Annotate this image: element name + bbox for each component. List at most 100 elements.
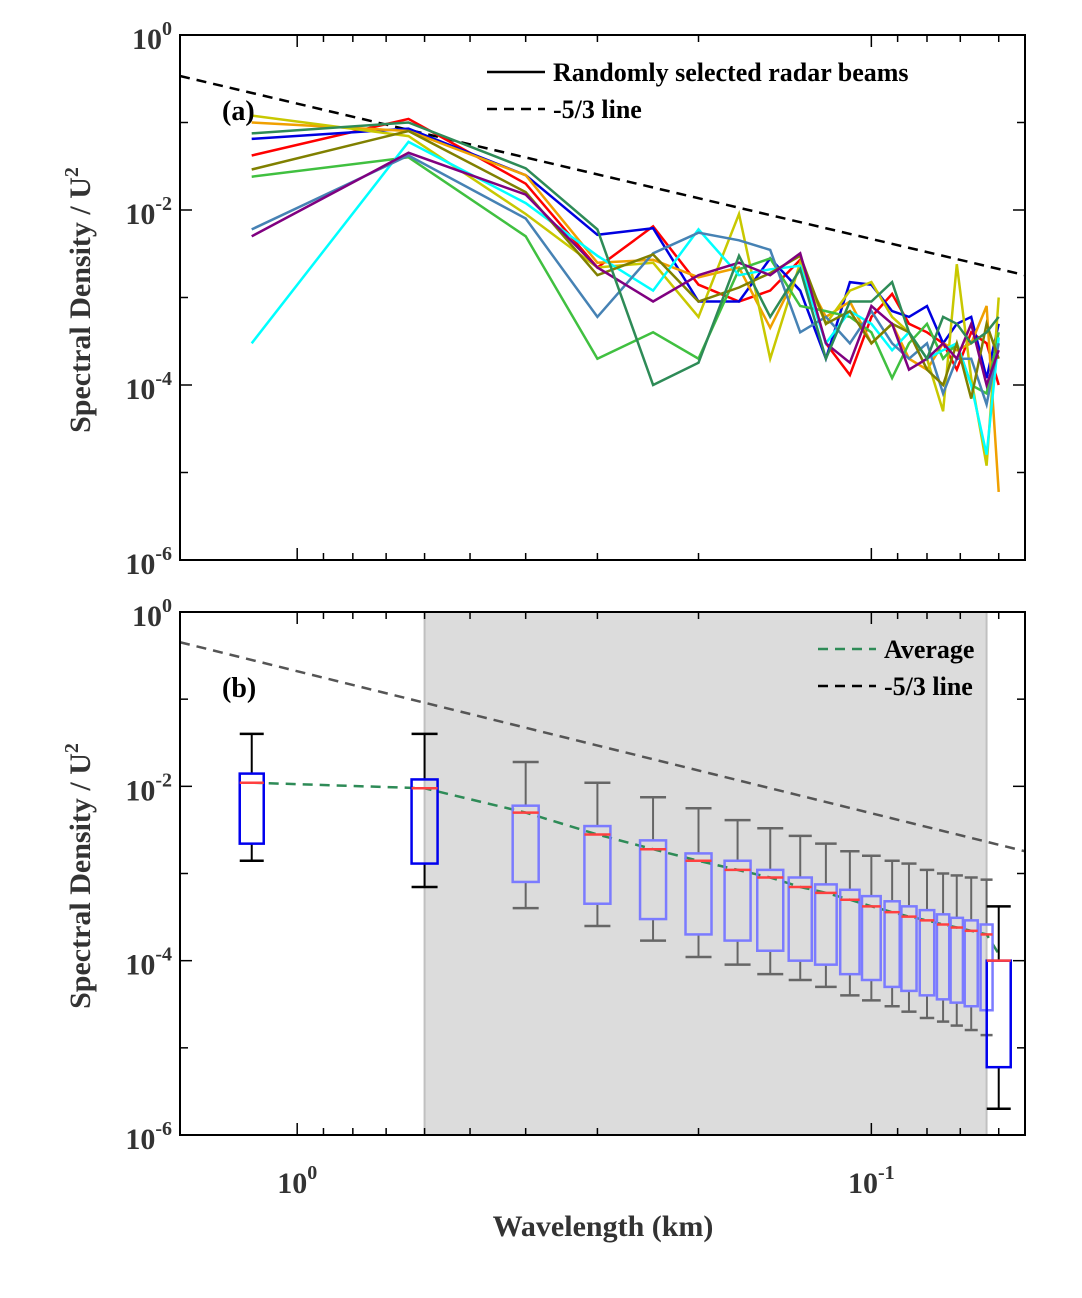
box-plot-6: [684, 807, 713, 959]
iqr-box: [838, 888, 861, 976]
x-axis-label: Wavelength (km): [493, 1210, 714, 1243]
panel-b-boxes: [179, 641, 1026, 1111]
legend-label-2: -5/3 line: [884, 672, 973, 701]
y-tick-label-base: 10: [125, 198, 155, 231]
y-tick-label-base: 10: [125, 1123, 155, 1156]
beam-series-line-8: [251, 129, 1000, 399]
x-tick-label: 10-1: [848, 1162, 895, 1200]
x-tick-label-base: 10: [848, 1167, 878, 1200]
y-tick-label-base: 10: [132, 600, 162, 633]
box-plot-17: [949, 874, 965, 1027]
box-plot-20: [985, 905, 1012, 1111]
iqr-box: [638, 839, 668, 921]
iqr-box: [755, 868, 785, 952]
y-tick-label-base: 10: [125, 548, 155, 581]
panel-b-x-tick-labels: 100 10-1: [277, 1162, 894, 1200]
box-plot-9: [787, 834, 814, 982]
box-plot-13: [883, 859, 901, 1008]
box-plot-18: [963, 876, 979, 1032]
y-tick-label: 10-2: [125, 769, 172, 807]
y-tick-label: 10-4: [125, 368, 172, 406]
iqr-box: [787, 876, 814, 962]
iqr-box: [985, 959, 1012, 1069]
x-tick-label-base: 10: [277, 1167, 307, 1200]
box-plot-14: [900, 862, 918, 1013]
x-tick-label: 100: [277, 1162, 317, 1200]
y-tick-label-exp: -4: [155, 944, 172, 966]
y-tick-label-base: 10: [132, 23, 162, 56]
legend-label-1: Average: [884, 635, 974, 664]
y-tick-label: 100: [132, 595, 172, 633]
iqr-box: [900, 905, 918, 993]
panel-b-legend: Average -5/3 line: [818, 635, 974, 701]
box-plot-12: [860, 854, 882, 1002]
beam-series-line-10: [251, 121, 1000, 387]
reference-line-minus-5-3: [179, 641, 1026, 853]
y-tick-label: 10-6: [125, 1118, 172, 1156]
panel-a-series: [179, 74, 1026, 492]
panel-b-y-axis-label-sup: 2: [61, 743, 83, 753]
y-tick-label: 10-2: [125, 193, 172, 231]
beam-series-line-9: [251, 151, 1000, 390]
iqr-box: [949, 916, 965, 1004]
y-tick-label-base: 10: [125, 774, 155, 807]
y-tick-label-exp: -4: [155, 368, 172, 390]
y-tick-label-base: 10: [125, 949, 155, 982]
y-tick-label-exp: 0: [162, 18, 172, 40]
box-plot-2: [410, 732, 439, 889]
panel-a-y-axis-label-sup: 2: [61, 167, 83, 177]
box-plot-1: [238, 732, 265, 863]
panel-b-y-axis-label-main: Spectral Density / U: [64, 753, 97, 1009]
iqr-box: [918, 908, 936, 997]
panel-a-tag: (a): [222, 96, 255, 127]
iqr-box: [410, 778, 439, 865]
panel-b-y-axis-label: Spectral Density / U2: [61, 743, 97, 1009]
legend-label-2: -5/3 line: [553, 95, 642, 124]
y-tick-label-exp: 0: [162, 595, 172, 617]
panel-b-tag: (b): [222, 673, 256, 704]
panel-a-y-axis-label-main: Spectral Density / U: [64, 177, 97, 433]
box-plot-8: [755, 827, 785, 976]
beam-series-line-5: [251, 156, 1000, 396]
beam-series-line-4: [251, 114, 1000, 466]
legend-label-1: Randomly selected radar beams: [553, 58, 909, 87]
box-plot-7: [723, 818, 752, 966]
iqr-box: [813, 883, 838, 966]
iqr-box: [935, 913, 951, 1001]
y-tick-label-exp: -2: [155, 193, 172, 215]
box-plot-11: [838, 849, 861, 997]
box-plot-4: [583, 781, 612, 928]
y-tick-label: 100: [132, 18, 172, 56]
box-plot-10: [813, 842, 838, 989]
y-tick-label-exp: -6: [155, 1118, 172, 1140]
panel-a-frame: [179, 34, 1026, 561]
iqr-box: [723, 859, 752, 942]
x-tick-label-exp: 0: [307, 1162, 317, 1184]
iqr-box: [883, 900, 901, 989]
y-tick-label: 10-6: [125, 543, 172, 581]
x-tick-label-exp: -1: [878, 1162, 895, 1184]
y-tick-label: 10-4: [125, 944, 172, 982]
box-plot-3: [511, 760, 540, 910]
iqr-box: [684, 852, 713, 936]
box-plot-5: [638, 795, 668, 942]
beam-series-line-2: [251, 127, 1000, 379]
panel-b-frame: [179, 611, 1026, 1136]
y-tick-label-base: 10: [125, 373, 155, 406]
iqr-box: [583, 824, 612, 905]
y-tick-label-exp: -6: [155, 543, 172, 565]
box-plot-15: [918, 868, 936, 1020]
box-plot-16: [935, 872, 951, 1023]
y-tick-label-exp: -2: [155, 769, 172, 791]
iqr-box: [511, 804, 540, 884]
panel-a-y-axis-label: Spectral Density / U2: [61, 167, 97, 433]
panel-a-legend: Randomly selected radar beams -5/3 line: [487, 58, 909, 124]
iqr-box: [963, 919, 979, 1008]
reference-line-minus-5-3: [179, 74, 1026, 277]
iqr-box: [238, 772, 265, 845]
iqr-box: [860, 894, 882, 982]
